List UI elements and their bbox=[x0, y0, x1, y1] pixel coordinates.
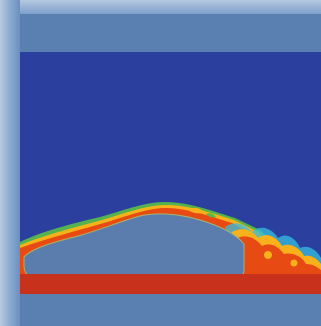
top-band bbox=[20, 14, 321, 52]
ground-plane bbox=[20, 274, 321, 294]
turbulent-wake bbox=[188, 207, 321, 278]
flow-simulation-view bbox=[20, 52, 321, 294]
bottom-band bbox=[20, 294, 321, 326]
frame-top-bezel bbox=[0, 0, 321, 14]
frame-left-bezel bbox=[0, 0, 20, 326]
